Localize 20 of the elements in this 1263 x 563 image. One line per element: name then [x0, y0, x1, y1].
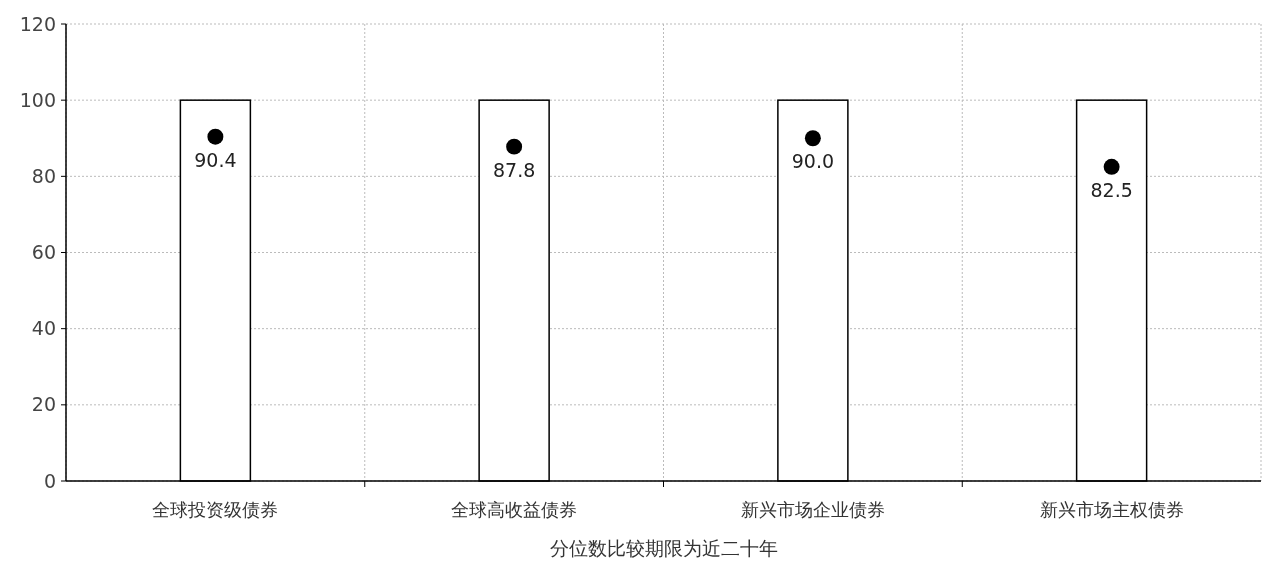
- x-tick-label: 全球投资级债券: [152, 499, 279, 520]
- x-tick-label: 新兴市场企业债券: [740, 499, 885, 520]
- point: [506, 138, 523, 155]
- data-label: 90.0: [791, 150, 835, 173]
- data-label: 82.5: [1090, 178, 1133, 201]
- x-tick-label: 全球高收益债券: [451, 499, 578, 520]
- data-label: 87.8: [492, 158, 536, 181]
- point: [207, 128, 224, 145]
- y-tick-label: 0: [43, 469, 56, 492]
- y-tick-label: 20: [31, 393, 56, 416]
- y-tick-label: 120: [19, 12, 56, 35]
- x-axis-title: 分位数比较期限为近二十年: [549, 537, 778, 559]
- point: [804, 130, 821, 147]
- point: [1103, 158, 1120, 175]
- y-tick-label: 40: [31, 317, 56, 340]
- data-label: 90.4: [194, 148, 237, 171]
- y-tick-label: 100: [19, 88, 56, 111]
- y-tick-label: 60: [31, 241, 56, 264]
- y-tick-label: 80: [31, 164, 56, 187]
- x-tick-label: 新兴市场主权债券: [1039, 499, 1184, 520]
